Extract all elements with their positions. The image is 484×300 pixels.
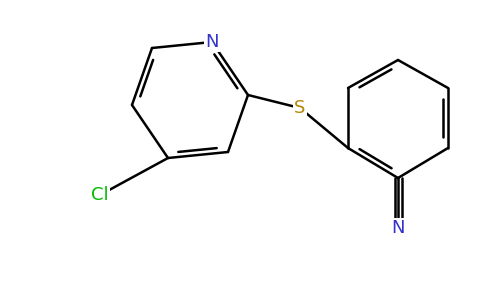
- Text: Cl: Cl: [91, 186, 109, 204]
- Text: N: N: [391, 219, 405, 237]
- Text: S: S: [294, 99, 306, 117]
- Text: N: N: [205, 33, 219, 51]
